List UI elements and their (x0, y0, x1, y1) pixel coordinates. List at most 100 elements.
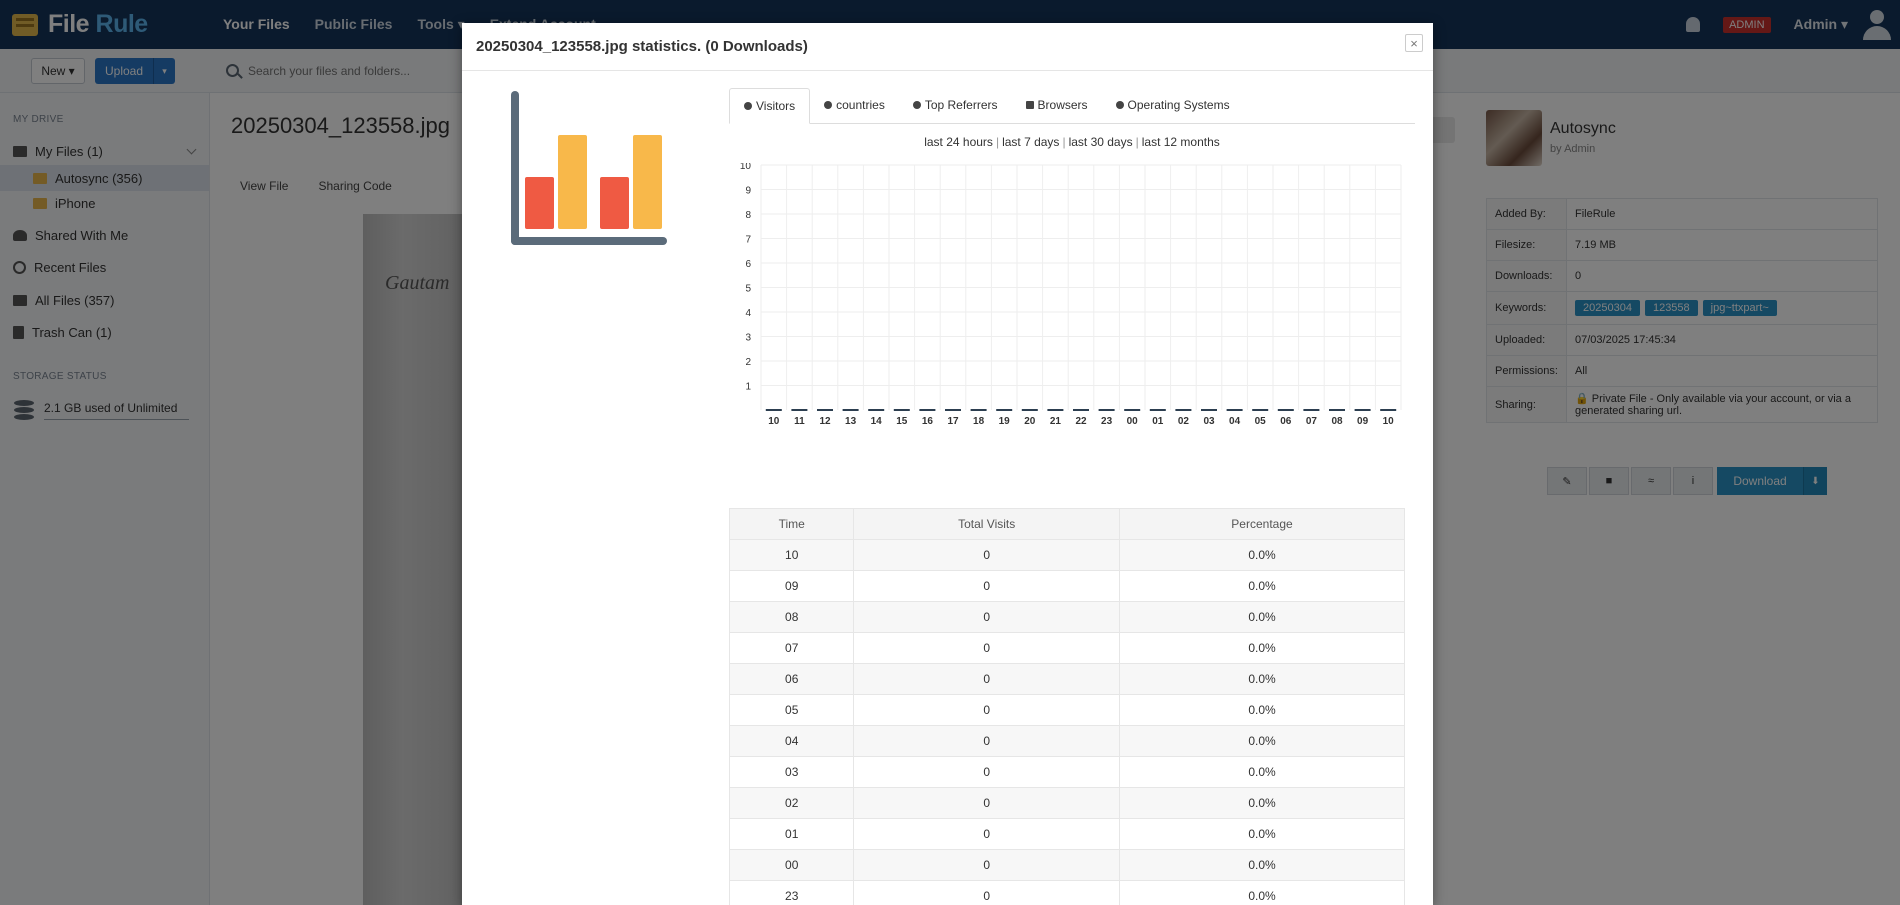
x-tick-label: 22 (1075, 416, 1087, 427)
tab-visitors[interactable]: Visitors (729, 88, 811, 124)
time-range-links: last 24 hours | last 7 days | last 30 days | l… (924, 135, 1220, 149)
tab-browsers[interactable]: Browsers (1012, 87, 1102, 123)
x-tick-label: 10 (1383, 416, 1395, 427)
cell-total-visits: 0 (853, 725, 1120, 757)
laptop-icon (1025, 101, 1034, 109)
cell-time: 05 (728, 694, 855, 726)
y-tick-label: 1 (745, 382, 751, 393)
cell-time: 10 (728, 539, 855, 571)
x-tick-label: 10 (768, 416, 780, 427)
close-icon[interactable]: × (1405, 34, 1423, 52)
x-tick-label: 04 (1229, 416, 1241, 427)
y-tick-label: 5 (745, 284, 751, 295)
bar (765, 409, 782, 411)
x-tick-label: 08 (1331, 416, 1343, 427)
y-tick-label: 3 (745, 333, 751, 344)
table-row: 06 0 0.0% (728, 663, 1406, 695)
bar (1201, 409, 1217, 411)
y-tick-label: 10 (740, 163, 752, 172)
cell-percentage: 0.0% (1118, 818, 1406, 850)
table-row: 00 0 0.0% (728, 849, 1406, 881)
cell-total-visits: 0 (853, 663, 1120, 695)
y-tick-label: 4 (745, 308, 751, 319)
bar (868, 409, 885, 411)
cell-percentage: 0.0% (1118, 725, 1406, 757)
bar (1277, 409, 1294, 411)
y-tick-label: 2 (745, 357, 751, 368)
bar (970, 409, 987, 411)
cell-time: 08 (728, 601, 855, 633)
range-last-30-days[interactable]: last 30 days (1068, 135, 1133, 149)
bar (1175, 409, 1192, 411)
tab-operating-systems[interactable]: Operating Systems (1102, 87, 1244, 123)
table-row: 05 0 0.0% (728, 694, 1406, 726)
cell-percentage: 0.0% (1118, 849, 1406, 881)
x-tick-label: 20 (1024, 416, 1036, 427)
comment-icon (912, 101, 921, 109)
x-tick-label: 15 (896, 416, 908, 427)
x-tick-label: 14 (871, 416, 883, 427)
tab-label: countries (836, 98, 885, 112)
range-last-24-hours[interactable]: last 24 hours (924, 135, 993, 149)
y-tick-label: 6 (745, 259, 751, 270)
tab-top-referrers[interactable]: Top Referrers (899, 87, 1012, 123)
bar (1124, 409, 1141, 411)
cell-total-visits: 0 (853, 694, 1120, 726)
bar (1047, 409, 1064, 411)
cell-time: 09 (728, 570, 855, 602)
bar (1380, 409, 1397, 411)
modal-title: 20250304_123558.jpg statistics. (0 Downl… (476, 38, 808, 55)
range-last-12-months[interactable]: last 12 months (1141, 135, 1220, 149)
bar (791, 409, 808, 411)
cell-total-visits: 0 (853, 539, 1120, 571)
bar (1329, 409, 1345, 411)
cell-percentage: 0.0% (1118, 756, 1406, 788)
x-tick-label: 12 (819, 416, 831, 427)
bar (1303, 409, 1320, 411)
table-header-row: Time Total Visits Percentage (728, 508, 1406, 540)
y-tick-label: 7 (745, 235, 751, 246)
cell-total-visits: 0 (853, 880, 1120, 905)
range-last-7-days[interactable]: last 7 days (1002, 135, 1060, 149)
statistics-modal: 20250304_123558.jpg statistics. (0 Downl… (462, 23, 1433, 905)
y-tick-label: 8 (745, 210, 751, 221)
user-icon (744, 102, 752, 110)
bar (817, 409, 833, 411)
bar (842, 409, 859, 411)
cell-time: 01 (728, 818, 855, 850)
stats-tabs: Visitors countries Top Referrers Browser… (729, 88, 1415, 124)
x-tick-label: 16 (922, 416, 934, 427)
cell-total-visits: 0 (853, 601, 1120, 633)
table-row: 02 0 0.0% (728, 787, 1406, 819)
bar (996, 409, 1013, 411)
bar (1149, 409, 1166, 411)
cell-time: 07 (728, 632, 855, 664)
cell-total-visits: 0 (853, 756, 1120, 788)
x-tick-label: 05 (1255, 416, 1267, 427)
x-tick-label: 13 (845, 416, 857, 427)
bar-chart-icon (511, 91, 667, 245)
table-row: 07 0 0.0% (728, 632, 1406, 664)
cell-time: 23 (728, 880, 855, 905)
cell-percentage: 0.0% (1118, 632, 1406, 664)
x-tick-label: 00 (1127, 416, 1139, 427)
tab-countries[interactable]: countries (810, 87, 899, 123)
cell-time: 06 (728, 663, 855, 695)
tab-label: Top Referrers (924, 98, 998, 112)
bar (919, 409, 936, 411)
cell-total-visits: 0 (853, 818, 1120, 850)
x-tick-label: 23 (1101, 416, 1113, 427)
table-row: 23 0 0.0% (728, 880, 1406, 905)
table-row: 08 0 0.0% (728, 601, 1406, 633)
cell-time: 04 (728, 725, 855, 757)
cell-percentage: 0.0% (1118, 601, 1406, 633)
cell-percentage: 0.0% (1118, 539, 1406, 571)
x-tick-label: 18 (973, 416, 985, 427)
cell-time: 02 (728, 787, 855, 819)
table-row: 01 0 0.0% (728, 818, 1406, 850)
bar (945, 409, 961, 411)
bar (1354, 409, 1371, 411)
bar (1226, 409, 1243, 411)
stats-table: Time Total Visits Percentage 10 0 0.0% 09 0 0… (728, 508, 1406, 905)
